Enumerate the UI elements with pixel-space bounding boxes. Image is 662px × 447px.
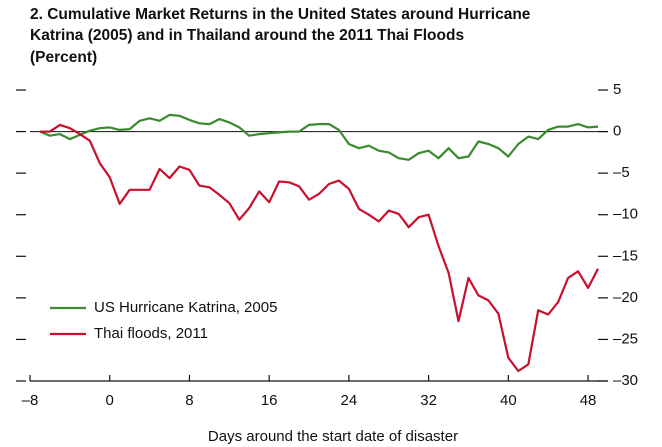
- legend-label: Thai floods, 2011: [94, 325, 208, 342]
- x-axis-label: Days around the start date of disaster: [208, 428, 458, 445]
- x-tick-label: 0: [106, 392, 114, 409]
- y-tick-label: 0: [613, 123, 621, 140]
- x-tick-label: 32: [420, 392, 437, 409]
- y-tick-label: –30: [613, 372, 638, 389]
- x-tick-label: –8: [22, 392, 39, 409]
- x-tick-label: 40: [500, 392, 517, 409]
- x-tick-label: 48: [580, 392, 597, 409]
- chart-title: (Percent): [30, 49, 97, 66]
- legend-label: US Hurricane Katrina, 2005: [94, 299, 277, 316]
- x-tick-label: 16: [261, 392, 278, 409]
- series-line: [40, 123, 599, 373]
- series-line: [39, 113, 599, 161]
- y-tick-label: –10: [613, 206, 638, 223]
- x-tick-label: 24: [341, 392, 358, 409]
- y-tick-label: –15: [613, 247, 638, 264]
- y-tick-label: –25: [613, 330, 638, 347]
- y-tick-label: –5: [613, 164, 630, 181]
- y-tick-label: –20: [613, 289, 638, 306]
- y-tick-label: 5: [613, 81, 621, 98]
- chart-title: 2. Cumulative Market Returns in the Unit…: [30, 6, 531, 23]
- x-tick-label: 8: [185, 392, 193, 409]
- chart-title: Katrina (2005) and in Thailand around th…: [30, 27, 464, 44]
